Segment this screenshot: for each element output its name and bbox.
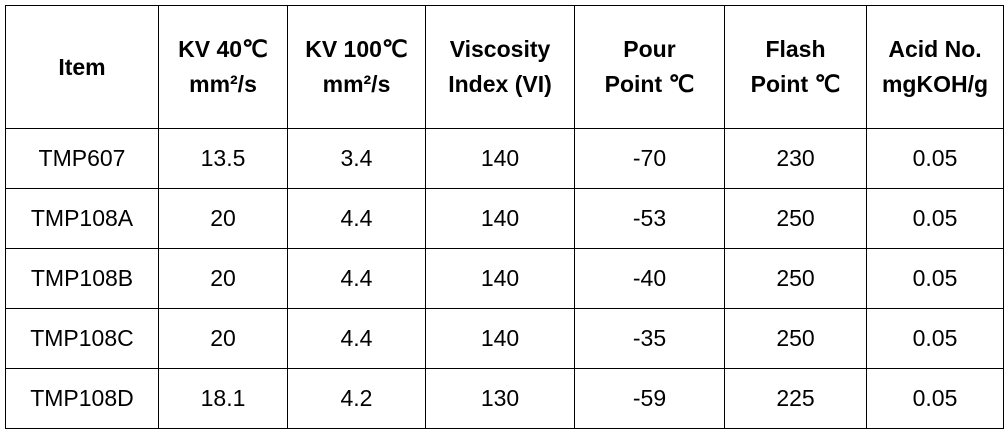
table-row: TMP108D 18.1 4.2 130 -59 225 0.05 bbox=[5, 368, 1004, 429]
value-cell: 4.4 bbox=[287, 248, 426, 309]
item-cell: TMP607 bbox=[5, 128, 159, 189]
value-cell: -40 bbox=[574, 248, 725, 309]
value-cell: -35 bbox=[574, 308, 725, 369]
value-cell: -59 bbox=[574, 368, 725, 429]
header-text: KV 40℃ bbox=[178, 36, 268, 62]
header-text: Pour bbox=[623, 36, 676, 62]
value-cell: 250 bbox=[724, 248, 867, 309]
value-cell: -53 bbox=[574, 188, 725, 249]
header-text: KV 100℃ bbox=[305, 36, 408, 62]
header-row: Item KV 40℃ mm²/s KV 100℃ mm²/s Viscosity Inde… bbox=[5, 5, 1004, 129]
header-cell: Flash Point ℃ bbox=[724, 5, 867, 129]
value-cell: 0.05 bbox=[866, 368, 1004, 429]
value-cell: 130 bbox=[425, 368, 575, 429]
table-row: TMP108B 20 4.4 140 -40 250 0.05 bbox=[5, 248, 1004, 309]
header-cell: KV 100℃ mm²/s bbox=[287, 5, 426, 129]
header-text: mm²/s bbox=[189, 71, 257, 97]
header-cell: Viscosity Index (VI) bbox=[425, 5, 575, 129]
table-body: TMP607 13.5 3.4 140 -70 230 0.05 TMP108A 20 4.4 14… bbox=[5, 128, 1004, 429]
value-cell: 140 bbox=[425, 248, 575, 309]
value-cell: 13.5 bbox=[158, 128, 288, 189]
value-cell: 20 bbox=[158, 248, 288, 309]
table-row: TMP108A 20 4.4 140 -53 250 0.05 bbox=[5, 188, 1004, 249]
header-text: Point ℃ bbox=[750, 71, 841, 97]
item-cell: TMP108A bbox=[5, 188, 159, 249]
value-cell: 230 bbox=[724, 128, 867, 189]
header-text: Flash bbox=[765, 36, 826, 62]
data-table: Item KV 40℃ mm²/s KV 100℃ mm²/s Viscosity Inde… bbox=[5, 5, 1004, 429]
value-cell: 140 bbox=[425, 188, 575, 249]
header-text: Acid No. bbox=[888, 36, 982, 62]
header-cell: Acid No. mgKOH/g bbox=[866, 5, 1004, 129]
header-cell: KV 40℃ mm²/s bbox=[158, 5, 288, 129]
value-cell: 4.2 bbox=[287, 368, 426, 429]
value-cell: 0.05 bbox=[866, 308, 1004, 369]
value-cell: 4.4 bbox=[287, 308, 426, 369]
value-cell: 20 bbox=[158, 188, 288, 249]
value-cell: 0.05 bbox=[866, 188, 1004, 249]
value-cell: 18.1 bbox=[158, 368, 288, 429]
value-cell: 20 bbox=[158, 308, 288, 369]
value-cell: 0.05 bbox=[866, 128, 1004, 189]
header-cell: Item bbox=[5, 5, 159, 129]
value-cell: 0.05 bbox=[866, 248, 1004, 309]
value-cell: 3.4 bbox=[287, 128, 426, 189]
value-cell: -70 bbox=[574, 128, 725, 189]
value-cell: 4.4 bbox=[287, 188, 426, 249]
value-cell: 140 bbox=[425, 308, 575, 369]
header-text: Viscosity bbox=[449, 36, 551, 62]
value-cell: 225 bbox=[724, 368, 867, 429]
header-text: mm²/s bbox=[322, 71, 391, 97]
value-cell: 140 bbox=[425, 128, 575, 189]
header-text: mgKOH/g bbox=[881, 71, 989, 97]
header-cell: Pour Point ℃ bbox=[574, 5, 725, 129]
value-cell: 250 bbox=[724, 308, 867, 369]
header-text: Index (VI) bbox=[448, 71, 552, 97]
header-text: Item bbox=[58, 53, 106, 80]
table-row: TMP607 13.5 3.4 140 -70 230 0.05 bbox=[5, 128, 1004, 189]
value-cell: 250 bbox=[724, 188, 867, 249]
item-cell: TMP108C bbox=[5, 308, 159, 369]
table-row: TMP108C 20 4.4 140 -35 250 0.05 bbox=[5, 308, 1004, 369]
item-cell: TMP108D bbox=[5, 368, 159, 429]
header-text: Point ℃ bbox=[604, 71, 695, 97]
item-cell: TMP108B bbox=[5, 248, 159, 309]
